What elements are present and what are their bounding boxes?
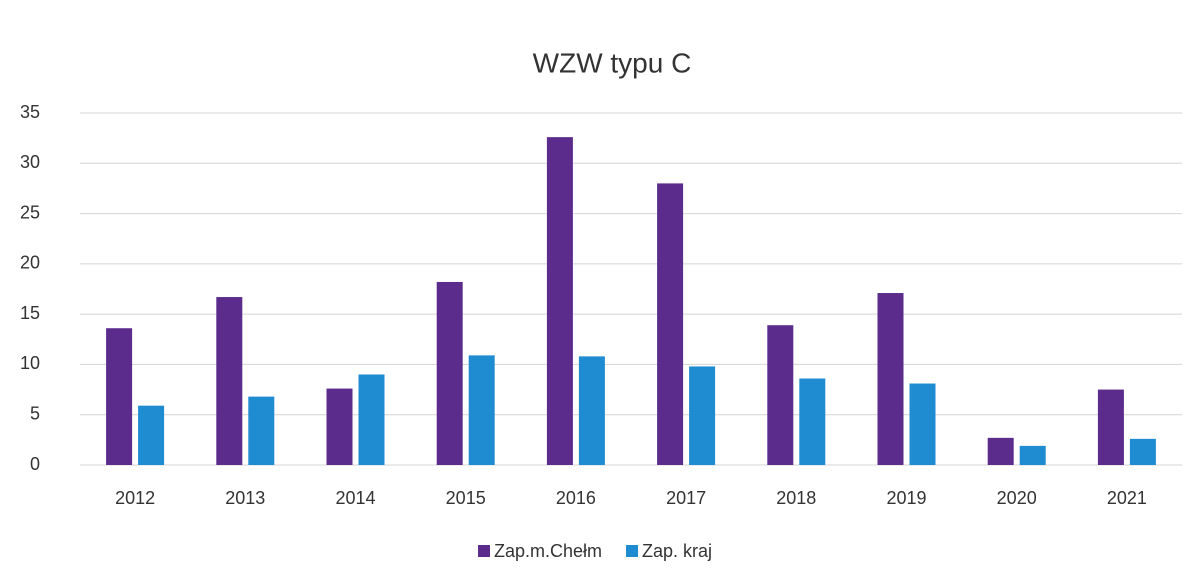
bar [468,355,495,465]
bar [689,366,716,465]
x-tick-label: 2016 [556,488,596,508]
bar [909,383,936,465]
x-tick-label: 2020 [997,488,1037,508]
x-tick-label: 2012 [115,488,155,508]
y-tick-label: 10 [20,353,40,373]
x-tick-label: 2017 [666,488,706,508]
bar [216,297,243,465]
y-tick-label: 25 [20,202,40,222]
x-tick-label: 2019 [886,488,926,508]
bar [877,293,904,465]
bar [436,281,463,465]
x-tick-label: 2018 [776,488,816,508]
bar [248,396,275,465]
x-tick-label: 2014 [335,488,375,508]
x-tick-label: 2021 [1107,488,1147,508]
x-tick-label: 2015 [446,488,486,508]
y-tick-label: 0 [30,454,40,474]
bar [987,437,1014,465]
bar [1019,445,1046,465]
bar [1097,389,1124,465]
y-tick-label: 35 [20,102,40,122]
x-tick-label: 2013 [225,488,265,508]
bar [799,378,826,465]
y-tick-label: 30 [20,152,40,172]
bar [767,325,794,465]
bar [106,328,133,465]
legend-label: Zap. kraj [642,541,712,561]
bar [1129,438,1156,465]
legend-swatch [478,545,490,557]
legend-label: Zap.m.Chełm [494,541,602,561]
chart-title: WZW typu C [533,47,692,78]
y-tick-label: 15 [20,303,40,323]
bar [546,137,573,465]
legend-swatch [626,545,639,557]
bar [578,356,605,465]
bar [657,183,684,465]
bar [358,374,385,465]
y-tick-label: 20 [20,253,40,273]
bar [326,388,353,465]
bar [138,405,165,465]
y-tick-label: 5 [30,403,40,423]
